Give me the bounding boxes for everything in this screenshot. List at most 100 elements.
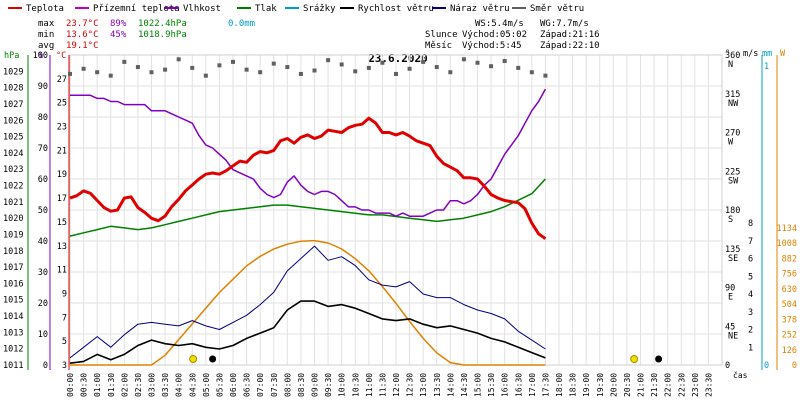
wind-direction-point (271, 61, 276, 66)
wind-direction-point (135, 65, 140, 70)
axis-temp-tick: 21 (57, 146, 67, 156)
wind-direction-point (176, 57, 181, 62)
stats-min-label: min (38, 30, 54, 40)
series-tlak-line (69, 178, 546, 237)
axis-dir-tick: 270 (725, 129, 740, 139)
axes: hPa1029102810271026102510241023102210211… (3, 49, 797, 371)
x-tick-label: 17:00 (528, 373, 537, 397)
wind-direction-point (434, 65, 439, 70)
x-tick-label: 13:30 (433, 373, 442, 397)
sun-moon-markers (189, 355, 663, 363)
axis-pct-tick: 100 (33, 51, 48, 61)
axis-dir-tick: 135 (725, 245, 740, 255)
axis-ms-tick: 7 (748, 237, 753, 247)
axis-ms-tick: 4 (748, 290, 753, 300)
axis-hpa-tick: 1020 (3, 214, 23, 224)
wind-direction-point (203, 73, 208, 78)
series-teplota-line (69, 116, 547, 240)
x-tick-label: 18:00 (555, 373, 564, 397)
wind-direction-point (149, 70, 154, 75)
x-tick-label: 11:30 (378, 373, 387, 397)
x-tick-label: 01:30 (107, 373, 116, 397)
sunrise-time: Východ:05:02 (462, 30, 527, 40)
axis-hpa-tick: 1016 (3, 279, 23, 289)
legend-label-2: Přízemní teplota (93, 4, 180, 14)
stats-max-hum: 89% (110, 19, 127, 29)
x-tick-label: 16:30 (514, 373, 523, 397)
wind-direction-point (231, 59, 235, 64)
wind-direction-point (95, 70, 100, 75)
wind-direction-point (298, 71, 303, 76)
sunset-time: Západ:21:16 (540, 30, 600, 40)
axis-temp-tick: 9 (62, 289, 67, 299)
axis-ms-tick: 8 (748, 219, 753, 229)
axis-ms-tick: 3 (748, 308, 753, 318)
x-tick-label: 00:30 (80, 373, 89, 397)
axis-hpa-tick: 1017 (3, 263, 23, 273)
x-tick-label: 09:30 (324, 373, 333, 397)
wind-direction-point (258, 70, 263, 75)
legend-label-6: Rychlost větru (358, 4, 434, 14)
moonset-marker (655, 355, 663, 363)
x-tick-label: 12:00 (392, 373, 401, 397)
axis-temp-tick: 7 (62, 313, 67, 323)
x-tick-label: 19:00 (582, 373, 591, 397)
axis-temp-tick: 27 (57, 75, 67, 85)
sun-label: Slunce (425, 30, 458, 40)
moonrise-time: Východ:5:45 (462, 41, 522, 51)
axis-pct-tick: 10 (38, 330, 48, 340)
wind-direction-point (407, 66, 412, 71)
axis-hpa-tick: 1012 (3, 345, 23, 355)
wind-direction-point (163, 67, 168, 72)
axis-temp-tick: 17 (57, 194, 67, 204)
x-tick-label: 14:30 (460, 373, 469, 397)
x-tick-label: 15:30 (487, 373, 496, 397)
legend-label-8: Směr větru (530, 4, 584, 14)
axis-pct-tick: 20 (38, 299, 48, 309)
wind-direction-point (543, 73, 548, 78)
axis-mm-title: mm (762, 49, 772, 59)
axis-hpa-tick: 1023 (3, 165, 23, 175)
axis-temp-tick: 3 (62, 361, 67, 371)
x-tick-label: 08:30 (297, 373, 306, 397)
axis-dir-cardinal: S (728, 215, 733, 225)
axis-pct-tick: 30 (38, 268, 48, 278)
x-tick-label: 08:00 (283, 373, 292, 397)
sunrise-marker (189, 355, 198, 363)
axis-hpa-tick: 1028 (3, 84, 23, 94)
wind-gust-info: WG:7.7m/s (540, 19, 589, 29)
series-rychlost-v-tru-line (69, 300, 546, 364)
axis-wm2-tick: 378 (782, 315, 797, 325)
x-tick-label: 03:00 (148, 373, 157, 397)
x-tick-label: 10:00 (338, 373, 347, 397)
stats-max-temp: 23.7°C (66, 19, 99, 29)
sun-moon-panel: WS:5.4m/s WG:7.7m/s Slunce Východ:05:02 … (425, 19, 600, 51)
stats-max-label: max (38, 19, 55, 29)
axis-ms-tick: 6 (748, 255, 753, 265)
x-tick-label: 22:30 (677, 373, 686, 397)
axis-temp-tick: 11 (57, 266, 67, 276)
wind-direction-point (380, 60, 385, 65)
axis-dir-tick: 360 (725, 51, 740, 61)
axis-pct-tick: 80 (38, 113, 48, 123)
axis-wm2-tick: 504 (782, 300, 797, 310)
stats-panel: max 23.7°C 89% 1022.4hPa 0.0mm min 13.6°… (38, 19, 255, 51)
axis-temp-title: °C (56, 51, 66, 61)
x-tick-label: 18:30 (569, 373, 578, 397)
wind-direction-point (81, 66, 86, 71)
axis-dir-cardinal: NE (728, 331, 738, 341)
wind-direction-point (68, 71, 72, 76)
x-tick-label: 11:00 (365, 373, 374, 397)
x-tick-label: 20:30 (623, 373, 632, 397)
axis-pct-tick: 0 (43, 361, 48, 371)
axis-wm2-tick: 252 (782, 331, 797, 341)
axis-hpa-tick: 1024 (3, 149, 23, 159)
x-tick-label: 21:00 (637, 373, 646, 397)
axis-dir-cardinal: N (728, 60, 733, 70)
plot-frame (69, 54, 723, 366)
stats-min-temp: 13.6°C (66, 30, 99, 40)
axis-temp-tick: 23 (57, 123, 67, 133)
axis-ms-tick: 5 (748, 272, 753, 282)
x-tick-label: 02:00 (120, 373, 129, 397)
axis-dir-tick: 90 (725, 284, 735, 294)
